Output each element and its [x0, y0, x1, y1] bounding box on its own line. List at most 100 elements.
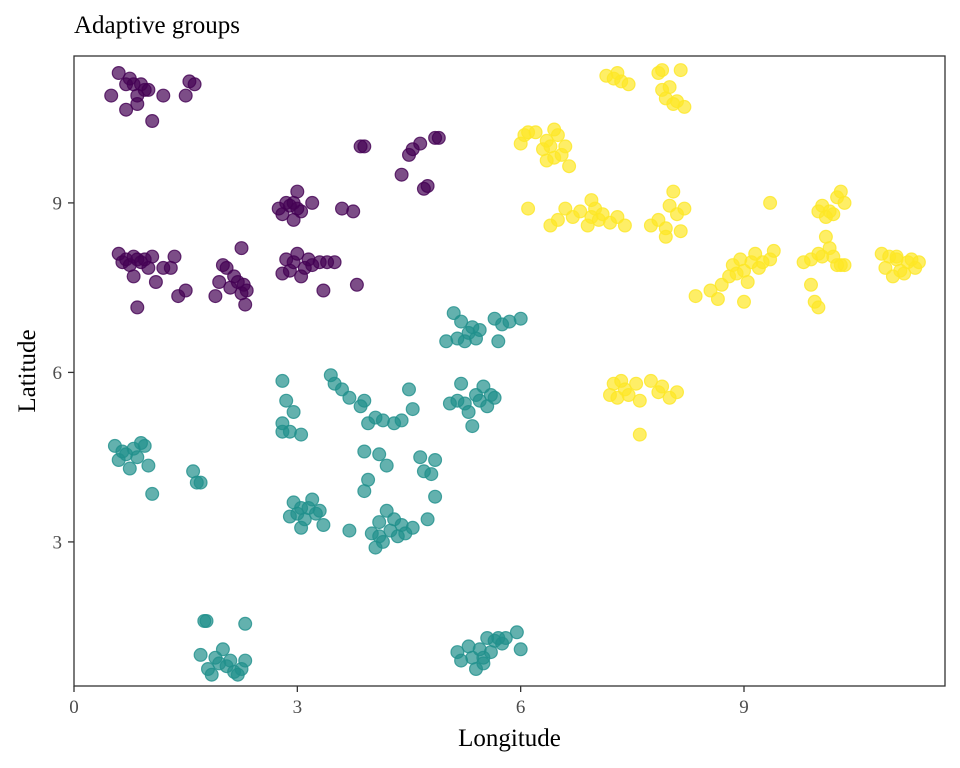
data-point-group-2: [472, 323, 487, 338]
data-point-group-3: [736, 294, 751, 309]
data-point-group-1: [145, 113, 160, 128]
data-point-group-1: [316, 283, 331, 298]
data-point-group-2: [141, 458, 156, 473]
data-point-group-1: [178, 88, 193, 103]
data-point-group-1: [119, 102, 134, 117]
data-point-group-3: [573, 204, 588, 219]
data-point-group-1: [394, 167, 409, 182]
data-point-group-2: [238, 616, 253, 631]
data-point-group-2: [413, 450, 428, 465]
data-point-group-3: [677, 201, 692, 216]
data-point-group-3: [621, 388, 636, 403]
data-point-group-1: [349, 277, 364, 292]
data-point-group-2: [394, 413, 409, 428]
data-point-group-2: [275, 373, 290, 388]
data-point-group-2: [199, 613, 214, 628]
data-point-group-2: [238, 653, 253, 668]
data-point-group-3: [521, 201, 536, 216]
data-point-group-1: [290, 246, 305, 261]
data-point-group-3: [584, 193, 599, 208]
data-point-group-1: [290, 201, 305, 216]
data-point-group-1: [167, 249, 182, 264]
data-point-group-2: [342, 390, 357, 405]
data-point-group-2: [428, 453, 443, 468]
data-point-group-3: [826, 207, 841, 222]
data-point-group-3: [655, 379, 670, 394]
plot-panel: [73, 55, 946, 687]
data-point-group-1: [413, 136, 428, 151]
data-point-group-3: [655, 63, 670, 78]
data-point-group-2: [193, 475, 208, 490]
y-axis: 3 6 9: [53, 193, 74, 553]
data-point-group-3: [528, 125, 543, 140]
data-point-group-3: [621, 77, 636, 92]
data-point-group-2: [476, 656, 491, 671]
data-point-group-1: [208, 289, 223, 304]
data-point-group-1: [145, 249, 160, 264]
data-point-group-3: [673, 224, 688, 239]
data-point-group-2: [379, 458, 394, 473]
data-point-group-3: [643, 373, 658, 388]
data-point-group-1: [178, 283, 193, 298]
data-point-group-1: [130, 300, 145, 315]
data-point-group-3: [547, 122, 562, 137]
data-point-group-3: [811, 300, 826, 315]
data-point-group-2: [145, 486, 160, 501]
data-point-group-3: [617, 218, 632, 233]
data-point-group-3: [837, 258, 852, 273]
data-point-group-3: [837, 195, 852, 210]
data-point-group-1: [111, 65, 126, 80]
data-point-group-3: [632, 427, 647, 442]
x-tick-label: 9: [739, 697, 749, 718]
data-point-group-2: [215, 642, 230, 657]
data-point-group-2: [461, 405, 476, 420]
data-point-group-2: [122, 461, 137, 476]
data-point-group-2: [372, 529, 387, 544]
data-point-group-3: [655, 82, 670, 97]
data-point-group-3: [740, 275, 755, 290]
data-point-group-3: [629, 376, 644, 391]
data-point-group-2: [513, 311, 528, 326]
data-point-group-3: [763, 195, 778, 210]
data-point-group-2: [454, 376, 469, 391]
data-point-group-1: [187, 77, 202, 92]
data-point-group-1: [234, 241, 249, 256]
data-point-group-1: [239, 283, 254, 298]
data-point-group-3: [610, 65, 625, 80]
data-point-group-3: [688, 289, 703, 304]
data-point-group-2: [342, 523, 357, 538]
data-point-group-2: [286, 405, 301, 420]
data-point-group-2: [405, 402, 420, 417]
data-point-group-2: [282, 509, 297, 524]
data-point-group-1: [327, 255, 342, 270]
data-point-group-2: [312, 503, 327, 518]
data-point-group-2: [491, 334, 506, 349]
data-point-group-3: [669, 385, 684, 400]
x-tick-label: 0: [69, 697, 79, 718]
data-point-group-2: [513, 642, 528, 657]
data-point-group-1: [346, 204, 361, 219]
data-point-group-3: [766, 243, 781, 258]
data-point-group-3: [673, 63, 688, 78]
data-point-group-3: [658, 229, 673, 244]
x-tick-label: 6: [516, 697, 526, 718]
data-point-group-2: [193, 647, 208, 662]
y-tick-label: 6: [53, 363, 63, 384]
data-point-group-3: [558, 139, 573, 154]
data-point-group-3: [550, 212, 565, 227]
data-point-group-3: [539, 153, 554, 168]
y-tick-label: 3: [53, 532, 63, 553]
data-point-group-2: [372, 515, 387, 530]
data-point-group-2: [428, 489, 443, 504]
data-point-group-2: [353, 399, 368, 414]
data-point-group-2: [316, 517, 331, 532]
data-point-group-2: [137, 438, 152, 453]
data-point-group-1: [212, 275, 227, 290]
data-point-group-2: [294, 427, 309, 442]
data-point-group-2: [357, 484, 372, 499]
x-tick-label: 3: [293, 697, 303, 718]
data-point-group-2: [498, 630, 513, 645]
data-point-group-2: [357, 444, 372, 459]
data-point-group-1: [148, 275, 163, 290]
